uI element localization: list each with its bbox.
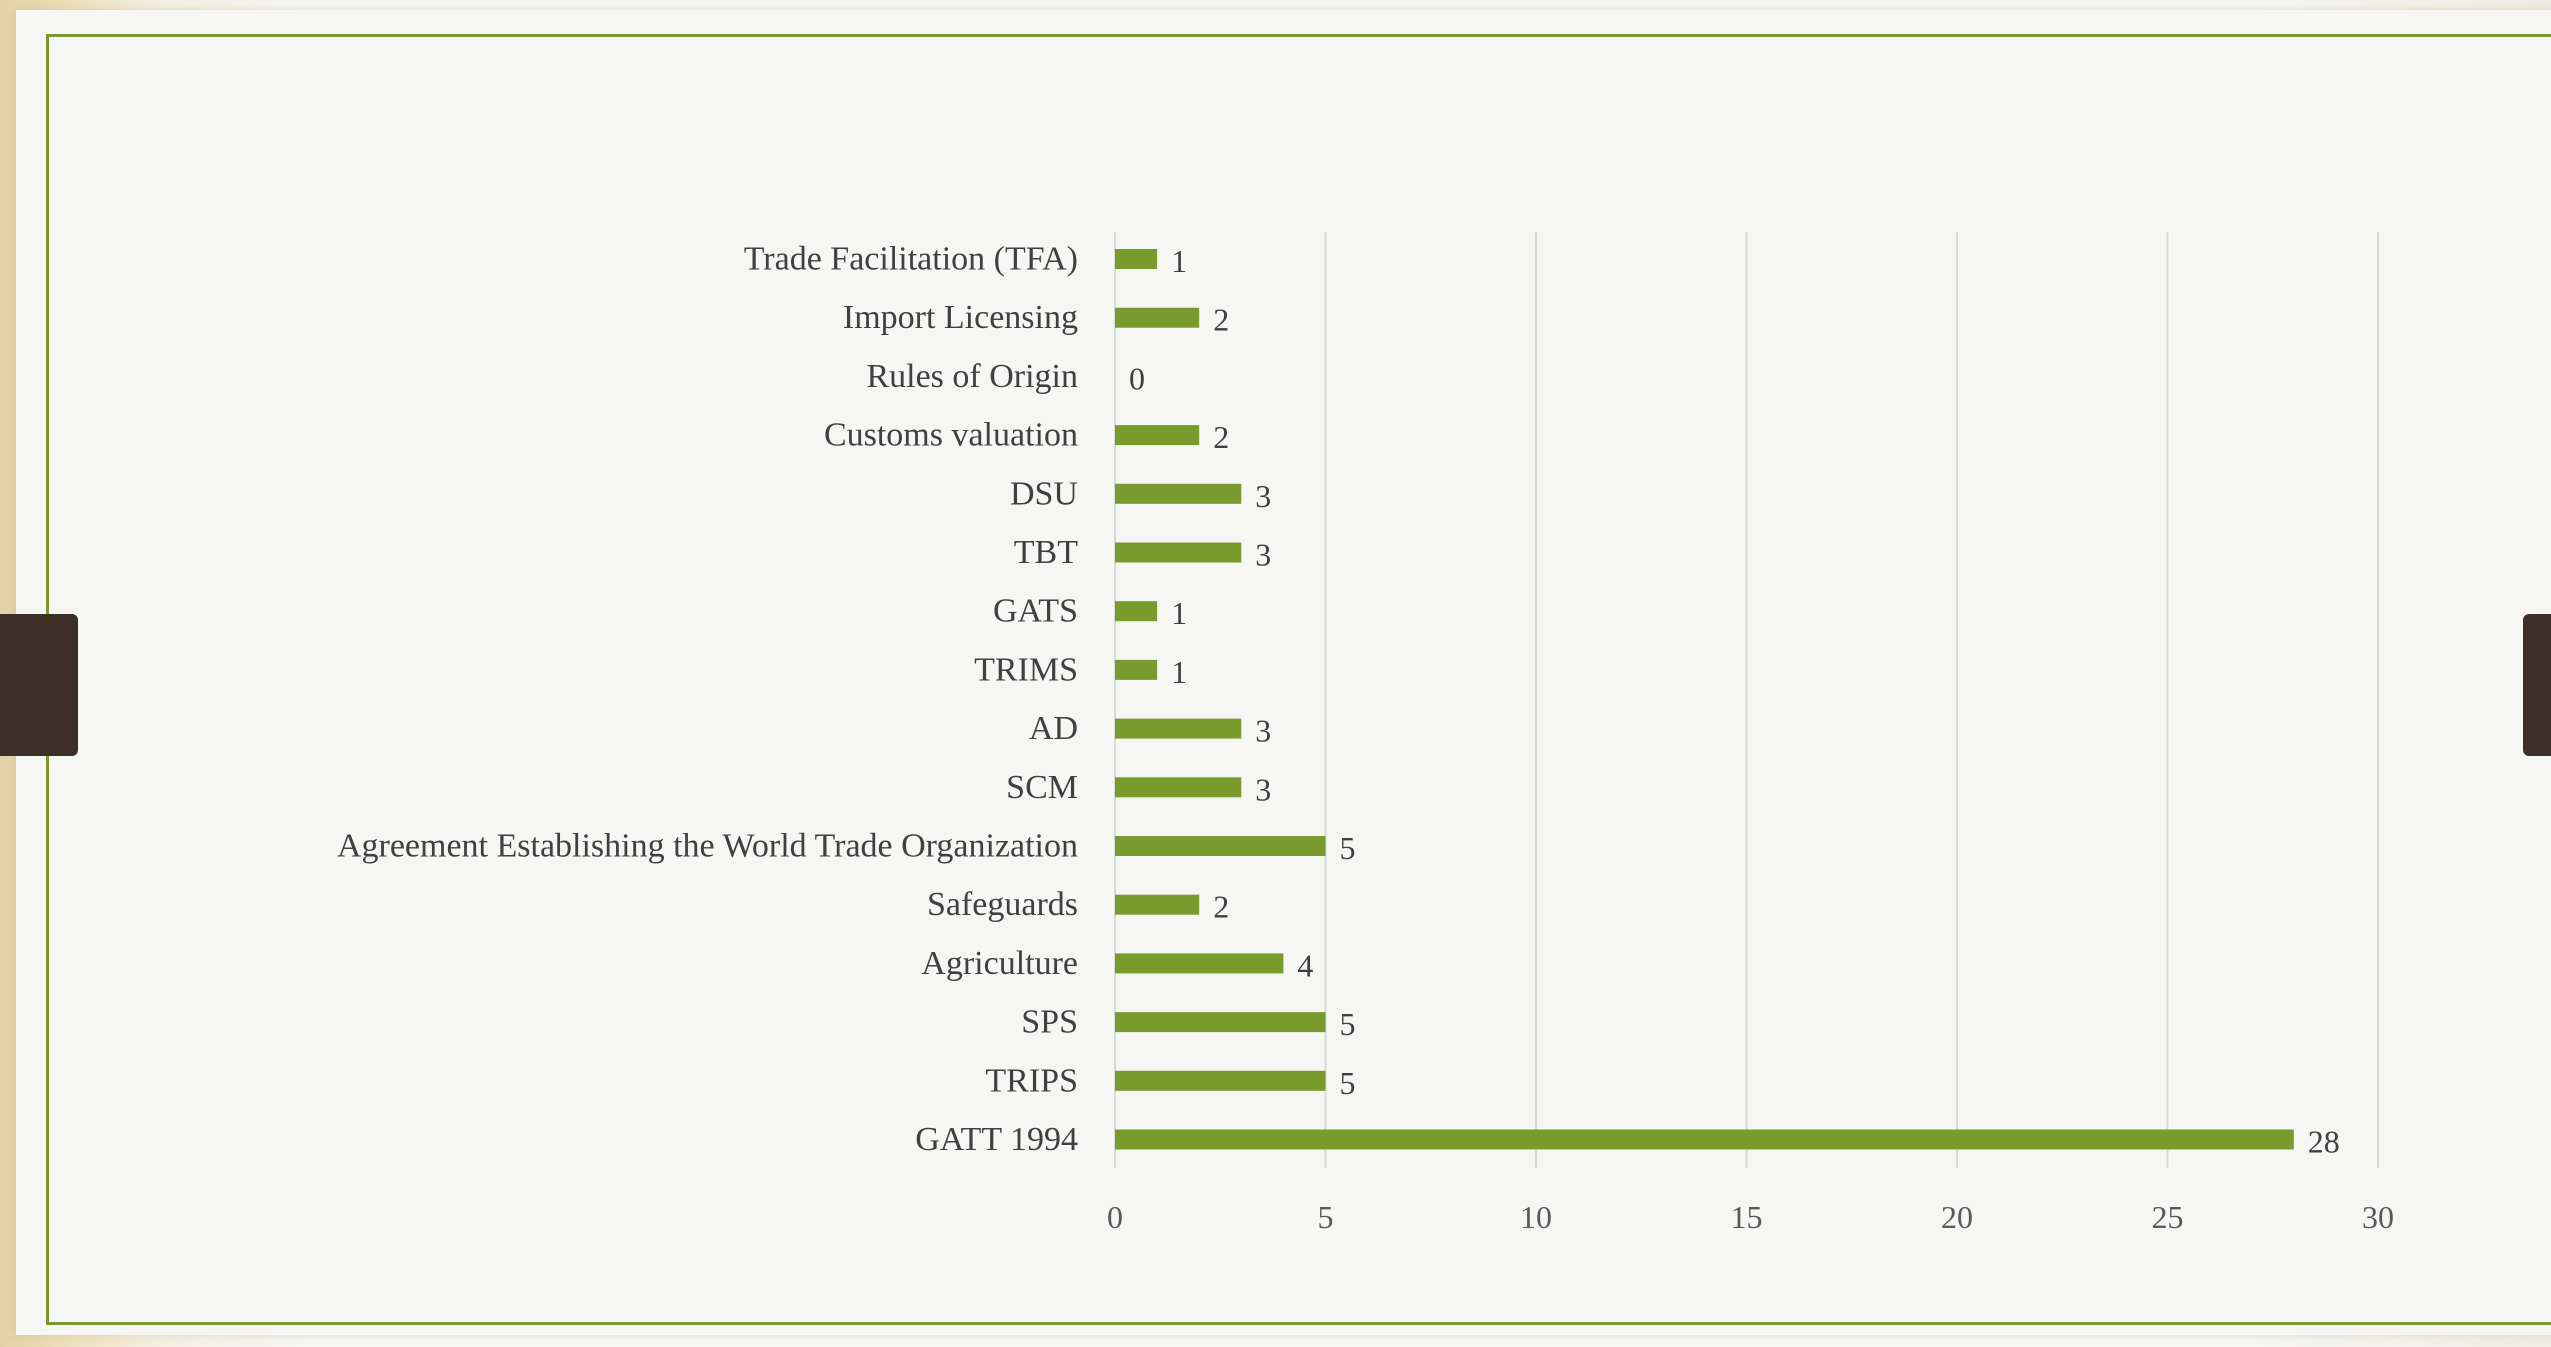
bar-3 (1115, 425, 1200, 446)
data-label-1: 2 (1213, 302, 1229, 338)
data-label-8: 3 (1255, 713, 1271, 749)
gridlines (1324, 232, 2379, 1168)
bar-0 (1115, 249, 1158, 269)
bar-10 (1115, 836, 1326, 856)
x-tick-label-5: 5 (1318, 1199, 1334, 1235)
data-label-13: 5 (1340, 1006, 1356, 1042)
category-label-5: TBT (1014, 534, 1078, 571)
data-label-11: 2 (1213, 889, 1229, 925)
category-label-3: Customs valuation (824, 417, 1078, 454)
category-label-10: Agreement Establishing the World Trade O… (337, 828, 1078, 865)
category-label-1: Import Licensing (843, 299, 1078, 336)
bars (1115, 249, 2294, 1150)
x-tick-label-15: 15 (1731, 1199, 1763, 1235)
category-label-14: TRIPS (985, 1062, 1078, 1099)
bar-8 (1115, 718, 1242, 739)
bar-14 (1115, 1070, 1326, 1091)
bar-9 (1115, 777, 1242, 798)
bar-4 (1115, 483, 1242, 504)
data-label-3: 2 (1213, 419, 1229, 455)
category-label-2: Rules of Origin (866, 358, 1078, 395)
category-label-13: SPS (1021, 1004, 1078, 1041)
data-label-7: 1 (1171, 654, 1187, 690)
x-tick-label-20: 20 (1941, 1199, 1973, 1235)
bar-7 (1115, 659, 1158, 680)
x-tick-label-0: 0 (1107, 1199, 1123, 1235)
left-binder-tab (0, 614, 78, 756)
category-label-11: Safeguards (927, 886, 1078, 923)
x-tick-labels: 0 5 10 15 20 25 30 (1107, 1199, 2394, 1235)
data-label-14: 5 (1340, 1065, 1356, 1101)
x-tick-label-25: 25 (2152, 1199, 2184, 1235)
category-label-6: GATS (993, 593, 1078, 630)
data-label-12: 4 (1297, 947, 1313, 983)
x-tick-label-10: 10 (1520, 1199, 1552, 1235)
data-label-5: 3 (1255, 537, 1271, 573)
bar-12 (1115, 953, 1284, 974)
data-label-6: 1 (1171, 595, 1187, 631)
data-label-2: 0 (1129, 360, 1145, 396)
category-label-9: SCM (1006, 769, 1078, 806)
data-label-0: 1 (1171, 243, 1187, 279)
category-label-4: DSU (1010, 475, 1078, 512)
slide (16, 10, 2551, 1335)
bar-1 (1115, 307, 1200, 328)
right-binder-tab (2523, 614, 2551, 756)
category-label-0: Trade Facilitation (TFA) (744, 241, 1078, 278)
bar-11 (1115, 894, 1200, 915)
bar-5 (1115, 542, 1242, 563)
data-label-15: 28 (2308, 1124, 2340, 1160)
data-label-9: 3 (1255, 771, 1271, 807)
category-labels: Trade Facilitation (TFA) Import Licensing… (337, 241, 1078, 1159)
category-label-15: GATT 1994 (915, 1121, 1078, 1158)
category-label-8: AD (1029, 710, 1078, 747)
x-tick-label-30: 30 (2362, 1199, 2394, 1235)
category-label-7: TRIMS (974, 651, 1078, 688)
category-label-12: Agriculture (921, 945, 1078, 982)
data-label-4: 3 (1255, 478, 1271, 514)
bar-6 (1115, 601, 1158, 622)
data-label-10: 5 (1340, 830, 1356, 866)
bar-13 (1115, 1012, 1326, 1033)
bar-15 (1115, 1129, 2294, 1150)
